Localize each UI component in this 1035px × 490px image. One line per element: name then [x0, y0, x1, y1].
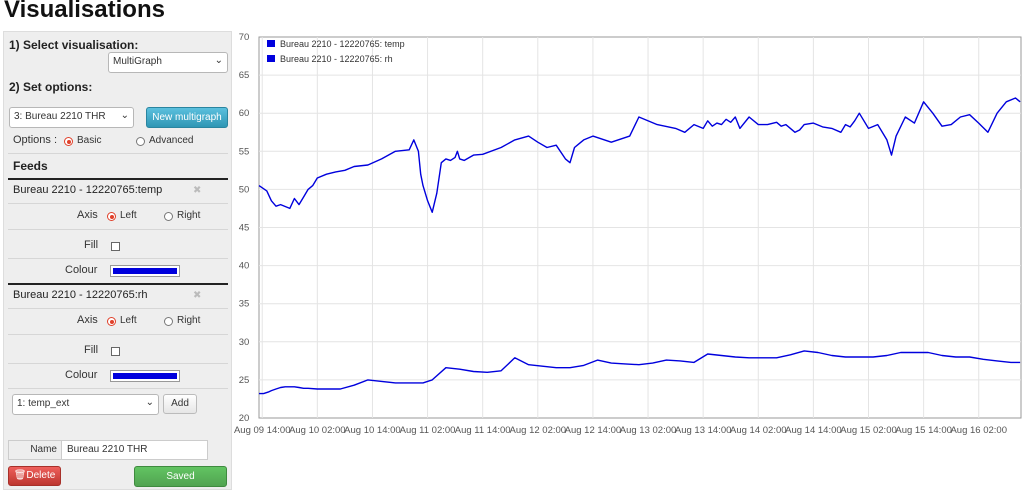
options-basic-radio[interactable]: [64, 137, 73, 146]
feed-name: Bureau 2210 - 12220765:rh: [13, 289, 148, 301]
chart-grid: [258, 36, 1022, 419]
feed-name: Bureau 2210 - 12220765:temp: [13, 184, 163, 196]
axis-right-label: Right: [177, 315, 201, 326]
feeds-label: Feeds: [13, 159, 48, 173]
add-feed-button[interactable]: Add: [163, 394, 197, 414]
axis-left-label: Left: [120, 210, 137, 221]
axis-label: Axis: [77, 314, 98, 326]
y-tick-label: 40: [239, 261, 250, 272]
remove-feed-icon[interactable]: ✖: [193, 185, 202, 196]
y-tick-label: 20: [239, 413, 250, 424]
colour-picker[interactable]: [110, 265, 180, 277]
x-tick-label: Aug 09 14:00: [234, 425, 290, 436]
chart-series: [258, 97, 1021, 395]
x-tick-label: Aug 14 14:00: [785, 425, 842, 436]
axis-right-label: Right: [177, 210, 201, 221]
axis-left-radio[interactable]: [107, 212, 116, 221]
x-tick-label: Aug 11 14:00: [455, 425, 511, 436]
axis-label: Axis: [77, 209, 98, 221]
chart-legend: Bureau 2210 - 12220765: temp Bureau 2210 …: [267, 39, 405, 64]
options-basic-label: Basic: [77, 135, 102, 146]
divider: [8, 308, 228, 309]
x-tick-label: Aug 12 02:00: [510, 425, 567, 436]
axis-right-radio[interactable]: [164, 212, 173, 221]
divider: [8, 334, 228, 335]
fill-label: Fill: [84, 344, 99, 356]
axis-left-label: Left: [120, 315, 137, 326]
x-tick-label: Aug 12 14:00: [565, 425, 622, 436]
x-tick-label: Aug 16 02:00: [950, 425, 1007, 436]
divider: [8, 229, 228, 230]
x-tick-label: Aug 13 14:00: [675, 425, 732, 436]
feed-separator: [8, 283, 228, 285]
new-multigraph-button[interactable]: New multigraph: [146, 107, 228, 128]
colour-picker[interactable]: [110, 370, 180, 382]
legend-label: Bureau 2210 - 12220765: rh: [280, 54, 393, 64]
divider: [8, 203, 228, 204]
x-tick-label: Aug 13 02:00: [620, 425, 677, 436]
multigraph-select[interactable]: 3: Bureau 2210 THR ⌄: [9, 107, 134, 128]
divider: [8, 388, 228, 389]
delete-button[interactable]: 🗑Delete: [8, 466, 61, 486]
visualisation-select-value: MultiGraph: [113, 56, 162, 67]
y-tick-label: 65: [239, 70, 250, 81]
y-axis-tick-labels: 20 25 30 35 40 45 50 55 60 65 70: [239, 32, 250, 424]
set-options-label: 2) Set options:: [9, 80, 93, 94]
y-tick-label: 55: [239, 146, 250, 157]
options-advanced-label: Advanced: [149, 135, 194, 146]
add-feed-select[interactable]: 1: temp_ext ⌄: [12, 394, 159, 415]
add-feed-select-value: 1: temp_ext: [17, 398, 70, 409]
options-sidebar: 1) Select visualisation: MultiGraph ⌄ 2)…: [3, 31, 232, 490]
fill-checkbox[interactable]: [111, 347, 120, 356]
y-tick-label: 60: [239, 108, 250, 119]
legend-label: Bureau 2210 - 12220765: temp: [280, 39, 405, 49]
colour-label: Colour: [65, 369, 98, 381]
page-title: Visualisations: [4, 0, 165, 23]
legend-swatch: [267, 55, 275, 62]
chevron-down-icon: ⌄: [120, 110, 129, 121]
x-tick-label: Aug 15 02:00: [840, 425, 897, 436]
saved-button[interactable]: Saved: [134, 466, 227, 487]
select-visualisation-label: 1) Select visualisation:: [9, 38, 139, 52]
y-tick-label: 35: [239, 299, 250, 310]
colour-swatch: [113, 373, 177, 379]
chevron-down-icon: ⌄: [145, 397, 154, 408]
name-input[interactable]: Bureau 2210 THR: [61, 440, 208, 460]
series-line: [258, 97, 1021, 214]
fill-checkbox[interactable]: [111, 242, 120, 251]
axis-right-radio[interactable]: [164, 317, 173, 326]
series-line: [259, 350, 1021, 395]
multigraph-select-value: 3: Bureau 2210 THR: [14, 111, 106, 122]
visualisation-select[interactable]: MultiGraph ⌄: [108, 52, 228, 73]
x-tick-label: Aug 11 02:00: [400, 425, 456, 436]
y-tick-label: 70: [239, 32, 250, 43]
name-label: Name: [8, 440, 62, 460]
remove-feed-icon[interactable]: ✖: [193, 290, 202, 301]
y-tick-label: 30: [239, 337, 250, 348]
fill-label: Fill: [84, 239, 99, 251]
trash-icon: 🗑: [13, 470, 27, 481]
chevron-down-icon: ⌄: [214, 55, 223, 66]
x-tick-label: Aug 10 14:00: [344, 425, 401, 436]
options-advanced-radio[interactable]: [136, 137, 145, 146]
legend-swatch: [267, 40, 275, 47]
y-tick-label: 45: [239, 223, 250, 234]
y-tick-label: 50: [239, 184, 250, 195]
divider: [8, 153, 228, 154]
colour-label: Colour: [65, 264, 98, 276]
delete-button-label: Delete: [26, 470, 56, 481]
x-tick-label: Aug 10 02:00: [289, 425, 346, 436]
options-label: Options :: [13, 134, 58, 146]
divider: [8, 258, 228, 259]
colour-swatch: [113, 268, 177, 274]
x-tick-label: Aug 14 02:00: [730, 425, 787, 436]
axis-left-radio[interactable]: [107, 317, 116, 326]
feed-separator: [8, 178, 228, 180]
y-tick-label: 25: [239, 375, 250, 386]
divider: [8, 363, 228, 364]
x-tick-label: Aug 15 14:00: [895, 425, 952, 436]
